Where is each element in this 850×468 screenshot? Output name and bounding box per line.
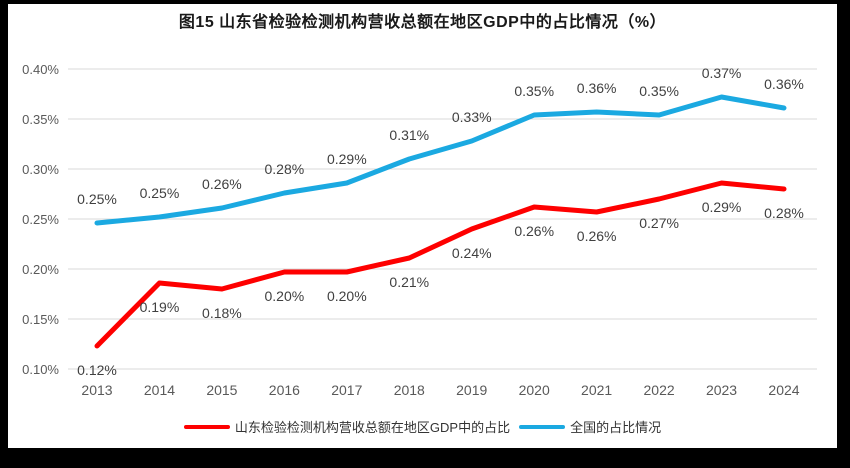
x-axis-tick-label: 2014	[144, 382, 175, 398]
x-axis-tick-label: 2024	[768, 382, 799, 398]
chart-figure: 图15 山东省检验检测机构营收总额在地区GDP中的占比情况（%） 0.40% 0.…	[8, 4, 837, 448]
x-axis-tick-label: 2021	[581, 382, 612, 398]
y-axis-tick-label: 0.15%	[22, 312, 59, 327]
data-label: 0.36%	[577, 80, 617, 96]
data-label: 0.26%	[202, 176, 242, 192]
data-label: 0.26%	[577, 228, 617, 244]
data-label: 0.27%	[639, 215, 679, 231]
data-label: 0.28%	[764, 205, 804, 221]
x-axis-tick-label: 2019	[456, 382, 487, 398]
x-axis-tick-label: 2017	[331, 382, 362, 398]
line-chart-plot-area: 0.40% 0.35% 0.30% 0.25% 0.20% 0.15% 0.10% 2013 2…	[22, 62, 817, 398]
data-label: 0.20%	[265, 288, 305, 304]
data-label: 0.19%	[140, 299, 180, 315]
y-axis-tick-label: 0.40%	[22, 62, 59, 77]
legend-swatch-series-1	[519, 424, 566, 429]
x-axis-tick-label: 2023	[706, 382, 737, 398]
x-axis-tick-label: 2016	[269, 382, 300, 398]
data-label: 0.26%	[514, 223, 554, 239]
data-label: 0.28%	[265, 161, 305, 177]
y-axis-tick-label: 0.30%	[22, 162, 59, 177]
x-axis-tick-label: 2022	[644, 382, 675, 398]
legend-label-series-0: 山东检验检测机构营收总额在地区GDP中的占比	[234, 420, 511, 435]
data-label: 0.35%	[639, 83, 679, 99]
data-label: 0.31%	[389, 127, 429, 143]
data-label: 0.29%	[702, 199, 742, 215]
data-label: 0.33%	[452, 109, 492, 125]
data-label: 0.12%	[77, 362, 117, 378]
data-label: 0.25%	[77, 191, 117, 207]
data-label: 0.18%	[202, 305, 242, 321]
y-axis-tick-label: 0.25%	[22, 212, 59, 227]
x-axis-tick-label: 2013	[81, 382, 112, 398]
y-axis-tick-label: 0.20%	[22, 262, 59, 277]
data-label: 0.37%	[702, 65, 742, 81]
y-axis-tick-label: 0.10%	[22, 362, 59, 377]
x-axis-tick-label: 2020	[519, 382, 550, 398]
x-axis-tick-label: 2015	[206, 382, 237, 398]
data-label: 0.29%	[327, 151, 367, 167]
data-label: 0.20%	[327, 288, 367, 304]
legend: 山东检验检测机构营收总额在地区GDP中的占比 全国的占比情况	[8, 417, 837, 436]
legend-label-series-1: 全国的占比情况	[570, 420, 662, 435]
data-label: 0.24%	[452, 245, 492, 261]
data-label: 0.36%	[764, 76, 804, 92]
x-axis-tick-label: 2018	[394, 382, 425, 398]
data-label: 0.21%	[389, 274, 429, 290]
chart-title: 图15 山东省检验检测机构营收总额在地区GDP中的占比情况（%）	[178, 14, 667, 31]
series-line-1	[94, 94, 787, 226]
data-label: 0.35%	[514, 83, 554, 99]
series-line-0	[94, 180, 787, 349]
legend-swatch-series-0	[183, 424, 230, 429]
data-label: 0.25%	[140, 185, 180, 201]
y-axis-tick-label: 0.35%	[22, 112, 59, 127]
